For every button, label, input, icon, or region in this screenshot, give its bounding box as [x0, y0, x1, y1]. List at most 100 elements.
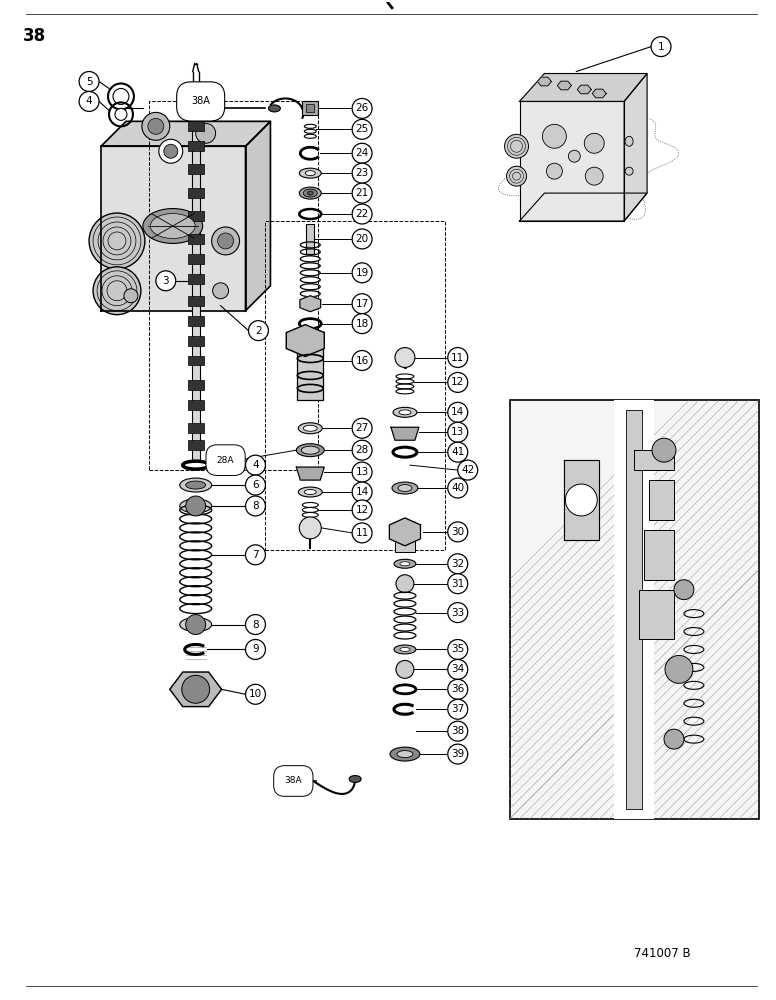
Text: 22: 22 — [355, 209, 369, 219]
Circle shape — [352, 440, 372, 460]
Circle shape — [448, 554, 468, 574]
Circle shape — [665, 655, 693, 683]
Circle shape — [245, 496, 265, 516]
Polygon shape — [391, 427, 419, 440]
Circle shape — [213, 283, 229, 299]
Text: 41: 41 — [451, 447, 464, 457]
Polygon shape — [101, 146, 245, 311]
Circle shape — [352, 119, 372, 139]
Bar — [395, 532, 415, 552]
Circle shape — [245, 455, 265, 475]
Bar — [614, 400, 654, 819]
Ellipse shape — [625, 136, 633, 146]
Bar — [188, 141, 203, 151]
Text: 23: 23 — [355, 168, 369, 178]
Circle shape — [352, 351, 372, 370]
Text: 38A: 38A — [191, 96, 210, 106]
Circle shape — [245, 639, 265, 659]
Ellipse shape — [151, 214, 196, 238]
Circle shape — [448, 721, 468, 741]
Circle shape — [185, 496, 206, 516]
Circle shape — [93, 267, 141, 315]
Ellipse shape — [143, 209, 203, 243]
Circle shape — [448, 348, 468, 367]
Text: 14: 14 — [451, 407, 464, 417]
Circle shape — [448, 574, 468, 594]
Circle shape — [300, 517, 321, 539]
Circle shape — [585, 167, 603, 185]
Circle shape — [352, 294, 372, 314]
Bar — [297, 341, 324, 400]
Bar — [188, 188, 203, 198]
Text: 27: 27 — [355, 423, 369, 433]
Text: 11: 11 — [451, 353, 464, 363]
Text: 33: 33 — [451, 608, 464, 618]
Circle shape — [396, 575, 414, 593]
Ellipse shape — [394, 559, 416, 568]
Text: 38: 38 — [451, 726, 464, 736]
Circle shape — [352, 263, 372, 283]
Text: 8: 8 — [252, 620, 258, 630]
Text: 21: 21 — [355, 188, 369, 198]
Polygon shape — [390, 518, 421, 546]
Ellipse shape — [399, 410, 411, 415]
Circle shape — [352, 500, 372, 520]
Bar — [644, 530, 674, 580]
Bar — [188, 400, 203, 410]
Circle shape — [352, 143, 372, 163]
Polygon shape — [577, 85, 591, 94]
Polygon shape — [300, 296, 320, 312]
Ellipse shape — [180, 618, 212, 632]
Text: 17: 17 — [355, 299, 369, 309]
Bar — [265, 221, 445, 550]
Ellipse shape — [303, 189, 317, 197]
Text: 11: 11 — [355, 528, 369, 538]
Text: 38: 38 — [23, 27, 47, 45]
Ellipse shape — [296, 444, 324, 457]
Circle shape — [212, 227, 240, 255]
Text: 8: 8 — [252, 501, 258, 511]
Circle shape — [159, 139, 182, 163]
Text: 18: 18 — [355, 319, 369, 329]
Polygon shape — [286, 325, 324, 357]
Ellipse shape — [298, 423, 322, 434]
Ellipse shape — [392, 482, 418, 494]
Polygon shape — [538, 77, 552, 86]
Text: 7: 7 — [252, 550, 258, 560]
Bar — [188, 234, 203, 244]
Circle shape — [448, 603, 468, 623]
Circle shape — [245, 545, 265, 565]
Polygon shape — [624, 74, 647, 221]
Ellipse shape — [303, 425, 317, 431]
Circle shape — [352, 204, 372, 224]
Circle shape — [352, 183, 372, 203]
Circle shape — [584, 133, 605, 153]
Circle shape — [566, 484, 598, 516]
Circle shape — [448, 402, 468, 422]
Text: 5: 5 — [86, 77, 92, 87]
Ellipse shape — [300, 187, 321, 199]
Text: 37: 37 — [451, 704, 464, 714]
Text: 16: 16 — [355, 356, 369, 366]
Text: 13: 13 — [451, 427, 464, 437]
Text: 26: 26 — [355, 103, 369, 113]
Ellipse shape — [349, 776, 361, 782]
Circle shape — [142, 112, 170, 140]
Polygon shape — [519, 74, 647, 101]
Text: 741007 B: 741007 B — [634, 947, 691, 960]
Text: 3: 3 — [162, 276, 169, 286]
Bar — [149, 101, 318, 470]
Circle shape — [674, 580, 694, 600]
Circle shape — [352, 482, 372, 502]
Text: 10: 10 — [249, 689, 262, 699]
Ellipse shape — [300, 168, 321, 178]
Circle shape — [182, 675, 210, 703]
Circle shape — [448, 679, 468, 699]
Circle shape — [448, 659, 468, 679]
Bar — [188, 336, 203, 346]
Circle shape — [352, 462, 372, 482]
Bar — [510, 400, 759, 819]
Polygon shape — [296, 467, 324, 480]
Bar — [307, 104, 314, 112]
Bar — [188, 296, 203, 306]
